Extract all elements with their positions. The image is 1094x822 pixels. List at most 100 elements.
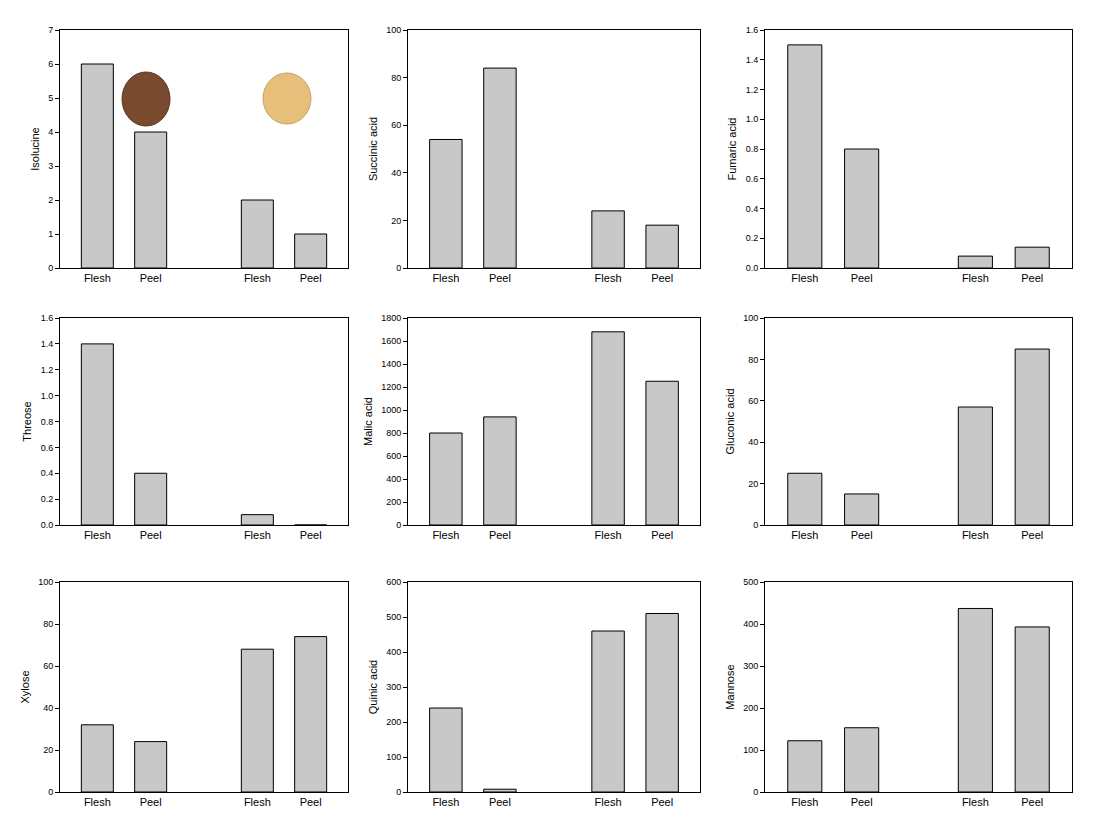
svg-text:0.0: 0.0 — [746, 263, 759, 273]
svg-text:Peel: Peel — [1021, 529, 1043, 541]
svg-text:100: 100 — [743, 745, 758, 755]
svg-text:Flesh: Flesh — [244, 272, 271, 284]
svg-text:Flesh: Flesh — [432, 796, 459, 808]
svg-text:Peel: Peel — [140, 529, 162, 541]
svg-text:Flesh: Flesh — [244, 529, 271, 541]
svg-text:Peel: Peel — [851, 529, 873, 541]
svg-text:100: 100 — [386, 25, 401, 35]
svg-text:0.4: 0.4 — [41, 468, 54, 478]
svg-text:1.0: 1.0 — [746, 114, 759, 124]
svg-text:80: 80 — [391, 73, 401, 83]
svg-text:Flesh: Flesh — [84, 796, 111, 808]
svg-text:1.6: 1.6 — [41, 313, 54, 323]
svg-text:400: 400 — [386, 474, 401, 484]
svg-text:Peel: Peel — [489, 796, 511, 808]
svg-text:500: 500 — [386, 612, 401, 622]
svg-text:1200: 1200 — [381, 382, 401, 392]
svg-text:200: 200 — [386, 497, 401, 507]
svg-text:Isolucine: Isolucine — [29, 127, 41, 170]
svg-text:1: 1 — [48, 229, 53, 239]
svg-text:1.6: 1.6 — [746, 25, 759, 35]
svg-text:100: 100 — [38, 577, 53, 587]
svg-text:1.2: 1.2 — [746, 85, 759, 95]
svg-text:0.2: 0.2 — [746, 233, 759, 243]
svg-text:Flesh: Flesh — [791, 796, 818, 808]
svg-text:Gluconic acid: Gluconic acid — [724, 388, 736, 454]
svg-text:40: 40 — [748, 437, 758, 447]
svg-text:0.8: 0.8 — [41, 417, 54, 427]
svg-text:100: 100 — [386, 752, 401, 762]
svg-text:Peel: Peel — [651, 272, 673, 284]
svg-text:0: 0 — [753, 520, 758, 530]
svg-text:3: 3 — [48, 161, 53, 171]
svg-text:200: 200 — [743, 703, 758, 713]
svg-text:0: 0 — [396, 263, 401, 273]
svg-text:0.0: 0.0 — [41, 520, 54, 530]
svg-text:0: 0 — [48, 263, 53, 273]
svg-text:Peel: Peel — [140, 272, 162, 284]
svg-text:800: 800 — [386, 428, 401, 438]
svg-text:1.4: 1.4 — [746, 55, 759, 65]
svg-text:0.8: 0.8 — [746, 144, 759, 154]
svg-text:Flesh: Flesh — [791, 272, 818, 284]
svg-text:40: 40 — [43, 703, 53, 713]
svg-text:Peel: Peel — [851, 796, 873, 808]
svg-text:20: 20 — [43, 745, 53, 755]
svg-text:Flesh: Flesh — [595, 529, 622, 541]
svg-text:Peel: Peel — [300, 529, 322, 541]
svg-text:2: 2 — [48, 195, 53, 205]
svg-text:100: 100 — [743, 313, 758, 323]
svg-text:Xylose: Xylose — [19, 670, 31, 703]
svg-text:Flesh: Flesh — [432, 529, 459, 541]
svg-text:400: 400 — [743, 619, 758, 629]
svg-text:Peel: Peel — [1021, 272, 1043, 284]
svg-text:Peel: Peel — [300, 272, 322, 284]
svg-text:Flesh: Flesh — [595, 796, 622, 808]
svg-text:1.0: 1.0 — [41, 391, 54, 401]
svg-text:1.4: 1.4 — [41, 339, 54, 349]
svg-text:0.6: 0.6 — [41, 443, 54, 453]
svg-text:Peel: Peel — [140, 796, 162, 808]
svg-text:Flesh: Flesh — [962, 272, 989, 284]
svg-text:Peel: Peel — [1021, 796, 1043, 808]
svg-text:0.2: 0.2 — [41, 494, 54, 504]
svg-text:Peel: Peel — [851, 272, 873, 284]
svg-text:60: 60 — [748, 396, 758, 406]
svg-text:400: 400 — [386, 647, 401, 657]
svg-text:1800: 1800 — [381, 313, 401, 323]
svg-text:4: 4 — [48, 127, 53, 137]
svg-text:0: 0 — [396, 520, 401, 530]
svg-text:Flesh: Flesh — [432, 272, 459, 284]
svg-text:500: 500 — [743, 577, 758, 587]
svg-text:300: 300 — [386, 682, 401, 692]
svg-text:7: 7 — [48, 25, 53, 35]
svg-text:Flesh: Flesh — [84, 272, 111, 284]
svg-text:1600: 1600 — [381, 336, 401, 346]
svg-text:Flesh: Flesh — [595, 272, 622, 284]
svg-text:Flesh: Flesh — [791, 529, 818, 541]
svg-text:Peel: Peel — [651, 529, 673, 541]
svg-text:0: 0 — [396, 787, 401, 797]
svg-text:Peel: Peel — [300, 796, 322, 808]
svg-text:Mannose: Mannose — [724, 664, 736, 709]
svg-text:600: 600 — [386, 577, 401, 587]
svg-text:200: 200 — [386, 717, 401, 727]
svg-text:80: 80 — [748, 355, 758, 365]
svg-text:0.4: 0.4 — [746, 204, 759, 214]
svg-text:6: 6 — [48, 59, 53, 69]
svg-text:80: 80 — [43, 619, 53, 629]
svg-text:Threose: Threose — [21, 401, 33, 441]
svg-text:Malic acid: Malic acid — [362, 397, 374, 446]
svg-text:Flesh: Flesh — [84, 529, 111, 541]
svg-text:Flesh: Flesh — [244, 796, 271, 808]
svg-text:20: 20 — [391, 216, 401, 226]
svg-text:1400: 1400 — [381, 359, 401, 369]
svg-text:Peel: Peel — [489, 529, 511, 541]
svg-text:0: 0 — [753, 787, 758, 797]
svg-text:60: 60 — [391, 120, 401, 130]
svg-text:60: 60 — [43, 661, 53, 671]
svg-text:40: 40 — [391, 168, 401, 178]
svg-text:300: 300 — [743, 661, 758, 671]
svg-text:Peel: Peel — [651, 796, 673, 808]
svg-text:Fumaric acid: Fumaric acid — [726, 118, 738, 181]
